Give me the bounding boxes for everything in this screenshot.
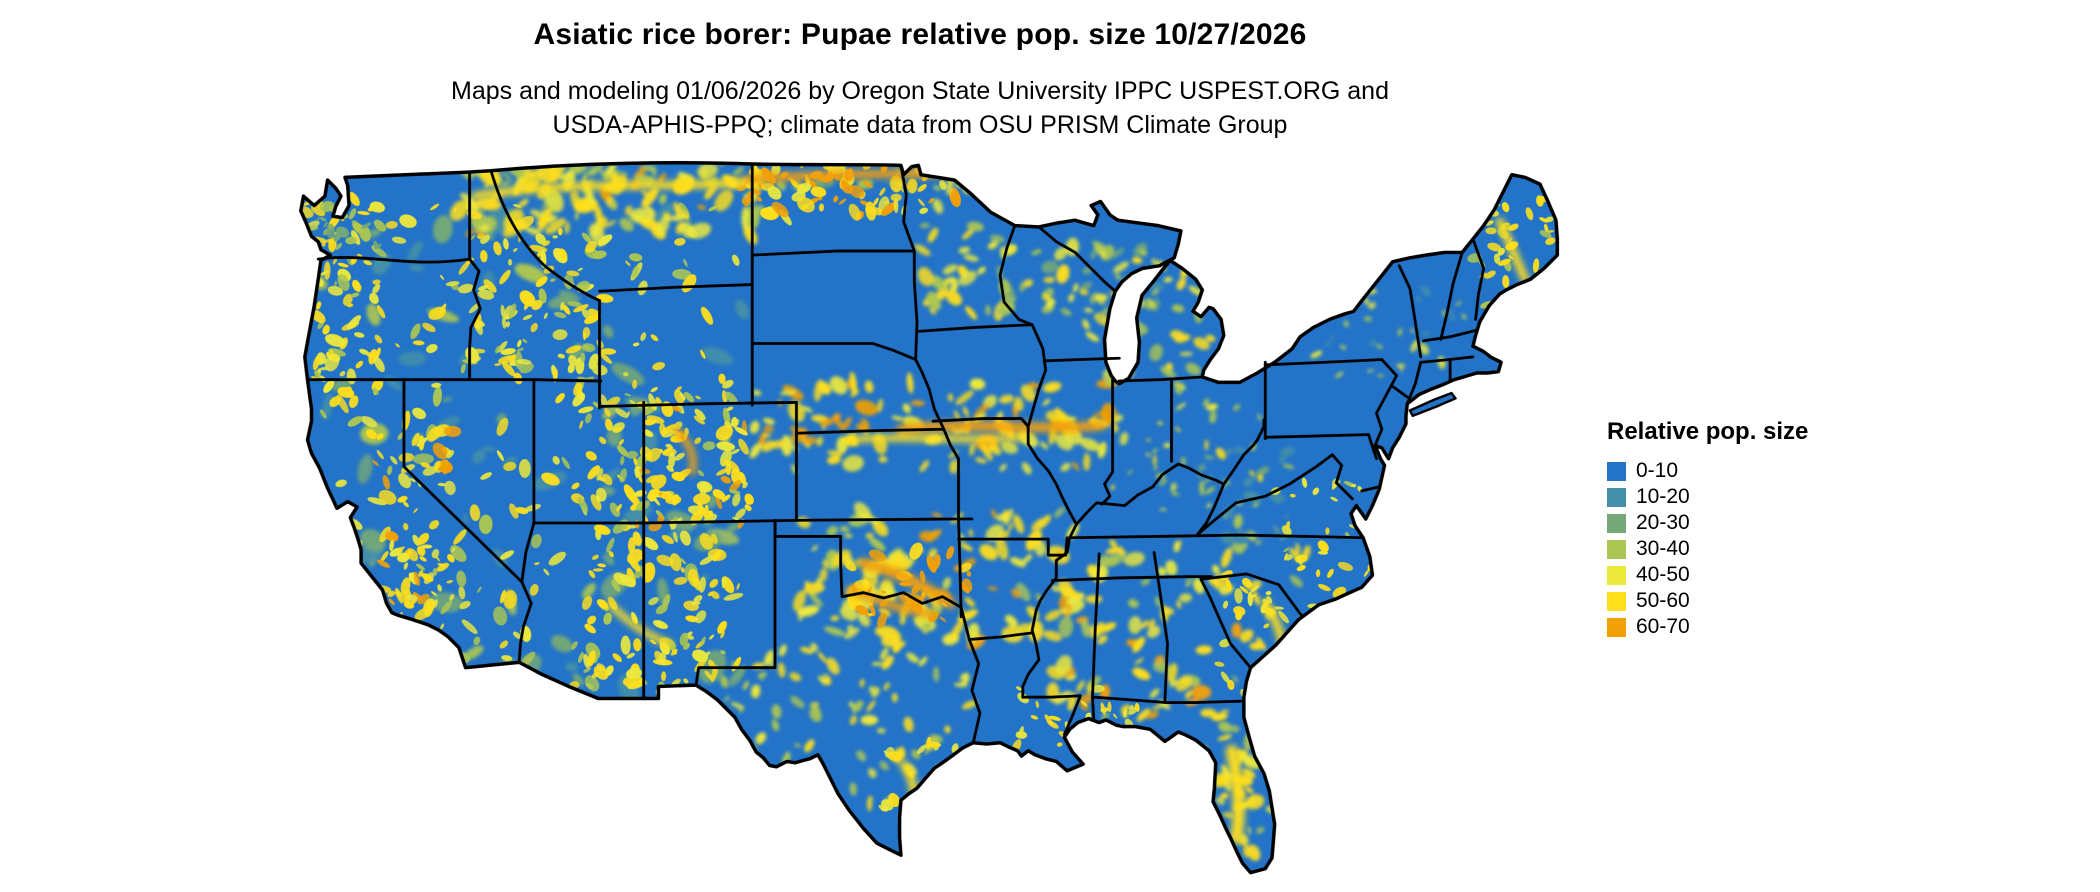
state-border-line <box>1050 575 1214 582</box>
map-header: Asiatic rice borer: Pupae relative pop. … <box>130 18 1710 142</box>
legend-swatch <box>1607 565 1626 585</box>
legend-label: 10-20 <box>1636 485 1690 508</box>
legend-swatch <box>1607 461 1626 481</box>
legend-item: 50-60 <box>1607 588 1867 614</box>
long-island <box>1408 391 1457 418</box>
state-border-line <box>1263 358 1384 367</box>
state-border-line <box>1100 378 1114 506</box>
state-border-line <box>1152 551 1169 704</box>
state-border-line <box>1421 328 1479 343</box>
state-border-line <box>899 163 916 253</box>
legend-label: 30-40 <box>1636 537 1690 560</box>
state-border-line <box>1263 433 1370 439</box>
state-border-line <box>1439 250 1464 341</box>
state-border-line <box>795 427 946 435</box>
state-border-line <box>1037 225 1117 293</box>
population-raster <box>300 162 1558 873</box>
state-border-line <box>598 283 754 293</box>
us-outline <box>299 160 1560 875</box>
state-border-line <box>750 342 918 361</box>
state-border-line <box>1195 465 1318 537</box>
state-border-line <box>912 249 919 361</box>
legend-item: 30-40 <box>1607 536 1867 562</box>
state-borders <box>299 160 1560 875</box>
state-border-line <box>1199 572 1303 617</box>
legend-item: 20-30 <box>1607 510 1867 536</box>
state-border-line <box>1091 552 1101 722</box>
legend-label: 0-10 <box>1636 459 1679 482</box>
us-map <box>274 160 1560 890</box>
state-border-line <box>914 358 946 431</box>
legend-swatch <box>1607 487 1626 507</box>
state-border-line <box>517 521 536 664</box>
legend-item: 60-70 <box>1607 614 1867 640</box>
state-border-line <box>1021 694 1082 737</box>
state-border-line <box>1360 485 1381 493</box>
legend-swatch <box>1607 513 1626 533</box>
state-border-line <box>306 378 603 383</box>
map-subtitle: Maps and modeling 01/06/2026 by Oregon S… <box>130 74 1710 142</box>
state-border-line <box>957 536 1069 557</box>
state-border-line <box>915 323 1034 333</box>
state-border-line <box>694 518 777 687</box>
legend-items: 0-10 10-20 20-30 30-40 40-50 50-60 60-70 <box>1607 458 1867 640</box>
state-border-line <box>1068 533 1365 540</box>
subtitle-line-2: USDA-APHIS-PPQ; climate data from OSU PR… <box>552 111 1288 139</box>
state-border-line <box>1195 482 1226 537</box>
legend-label: 20-30 <box>1636 511 1690 534</box>
state-border-line <box>1420 355 1475 364</box>
page-title: Asiatic rice borer: Pupae relative pop. … <box>533 18 1307 51</box>
state-border-line <box>1367 433 1378 461</box>
state-border-line <box>1026 323 1078 526</box>
state-border-line <box>1373 358 1398 447</box>
legend-title: Relative pop. size <box>1607 418 1809 445</box>
state-border-line <box>489 169 601 303</box>
state-border-line <box>598 401 798 408</box>
state-border-line <box>750 249 916 257</box>
state-border-line <box>1397 264 1423 359</box>
state-border-line <box>1117 375 1204 383</box>
state-border-line <box>959 605 982 745</box>
state-border-line <box>1405 360 1423 406</box>
legend-item: 40-50 <box>1607 562 1867 588</box>
legend-label: 50-60 <box>1636 589 1690 612</box>
subtitle-line-1: Maps and modeling 01/06/2026 by Oregon S… <box>451 77 1389 105</box>
state-border-line <box>967 631 1034 641</box>
legend-swatch <box>1607 539 1626 559</box>
state-border-line <box>402 378 524 584</box>
legend-item: 10-20 <box>1607 484 1867 510</box>
state-border-line <box>1471 237 1486 321</box>
state-border-line <box>957 517 963 619</box>
legend: Relative pop. size 0-10 10-20 20-30 30-40 40… <box>1607 418 1867 640</box>
map-svg <box>299 160 1560 875</box>
state-border-line <box>1314 453 1354 501</box>
state-border-line <box>1075 418 1266 526</box>
state-border-line <box>1042 356 1121 363</box>
state-border-line <box>1092 695 1243 704</box>
state-border-line <box>316 256 471 264</box>
state-border-line <box>773 518 963 609</box>
legend-swatch <box>1607 591 1626 611</box>
legend-label: 40-50 <box>1636 563 1690 586</box>
state-border-line <box>931 417 1030 428</box>
state-border-line <box>942 427 960 521</box>
legend-item: 0-10 <box>1607 458 1867 484</box>
legend-swatch <box>1607 617 1626 637</box>
legend-label: 60-70 <box>1636 615 1690 638</box>
state-border-line <box>1199 577 1252 670</box>
state-border-line <box>468 257 482 382</box>
state-border-line <box>1391 384 1409 399</box>
state-border-line <box>998 224 1034 327</box>
